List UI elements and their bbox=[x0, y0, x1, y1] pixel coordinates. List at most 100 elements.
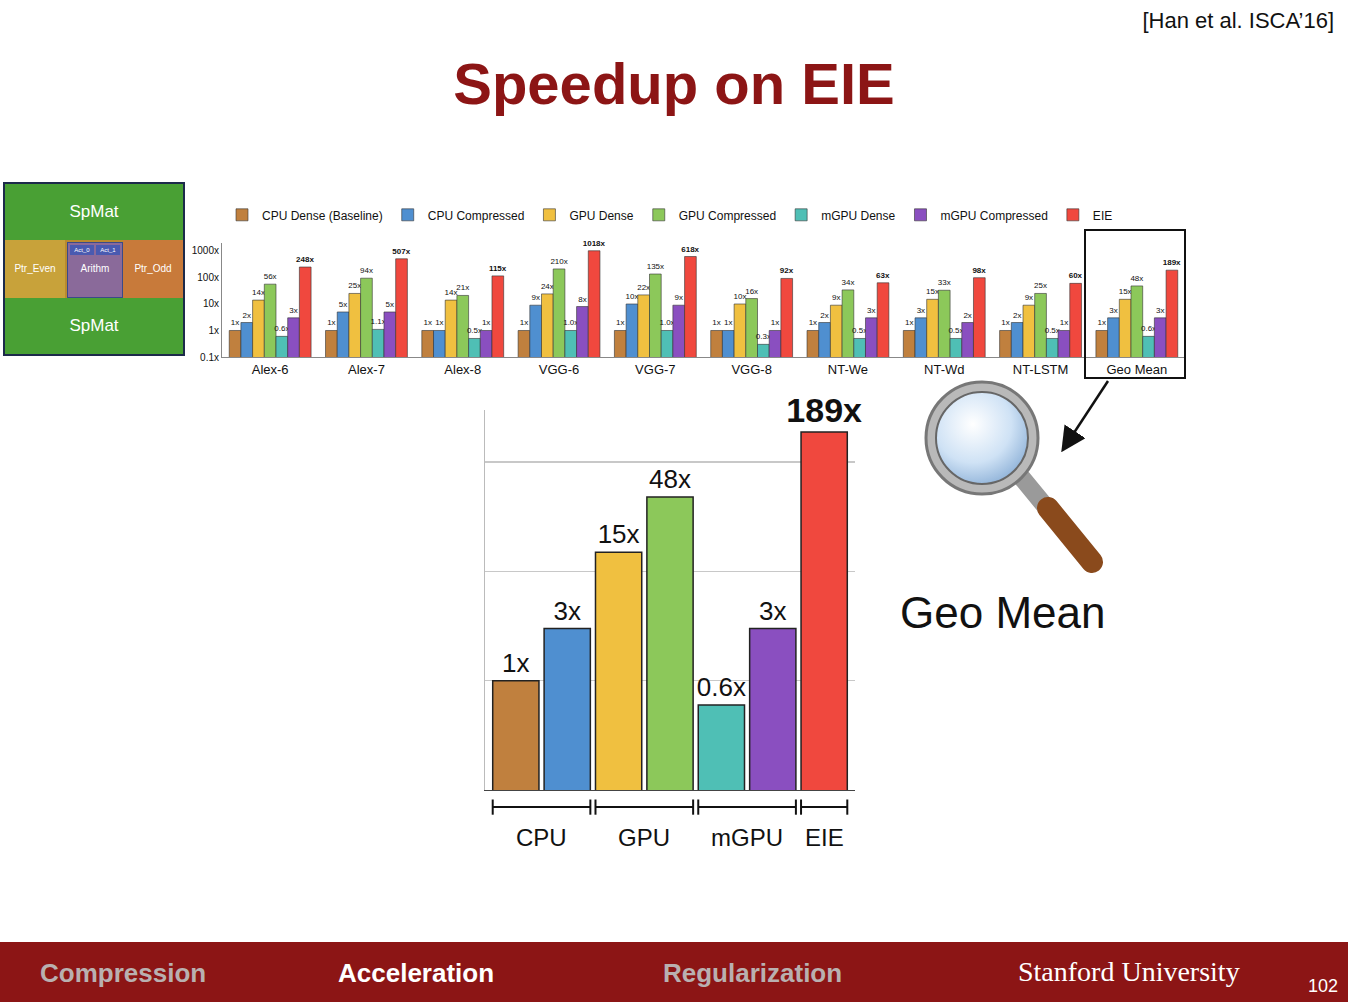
svg-text:1x: 1x bbox=[712, 318, 720, 327]
svg-text:135x: 135x bbox=[647, 262, 664, 271]
svg-text:1x: 1x bbox=[1001, 318, 1009, 327]
svg-text:1x: 1x bbox=[809, 318, 817, 327]
svg-text:1x: 1x bbox=[482, 318, 490, 327]
svg-text:56x: 56x bbox=[264, 272, 277, 281]
svg-text:1x: 1x bbox=[435, 318, 443, 327]
svg-text:115x: 115x bbox=[489, 264, 507, 273]
svg-text:0.3x: 0.3x bbox=[756, 332, 771, 341]
svg-text:15x: 15x bbox=[1119, 287, 1132, 296]
svg-text:10x: 10x bbox=[626, 292, 639, 301]
svg-text:507x: 507x bbox=[392, 247, 410, 256]
svg-text:1x: 1x bbox=[905, 318, 913, 327]
svg-text:CPU: CPU bbox=[516, 824, 567, 851]
svg-text:0.5x: 0.5x bbox=[1045, 326, 1060, 335]
svg-text:NT-We: NT-We bbox=[828, 362, 868, 377]
svg-text:NT-Wd: NT-Wd bbox=[924, 362, 964, 377]
svg-text:1.0x: 1.0x bbox=[563, 318, 578, 327]
svg-text:15x: 15x bbox=[598, 519, 640, 549]
svg-text:8x: 8x bbox=[578, 295, 586, 304]
svg-text:mGPU Compressed: mGPU Compressed bbox=[940, 209, 1047, 223]
svg-text:48x: 48x bbox=[1130, 274, 1143, 283]
svg-text:CPU Compressed: CPU Compressed bbox=[428, 209, 525, 223]
svg-text:0.1x: 0.1x bbox=[200, 352, 219, 363]
svg-text:EIE: EIE bbox=[1093, 209, 1112, 223]
svg-text:VGG-7: VGG-7 bbox=[635, 362, 675, 377]
svg-text:9x: 9x bbox=[832, 293, 840, 302]
svg-text:0.5x: 0.5x bbox=[852, 326, 867, 335]
svg-text:33x: 33x bbox=[938, 278, 951, 287]
svg-text:1x: 1x bbox=[208, 325, 219, 336]
svg-text:25x: 25x bbox=[348, 281, 361, 290]
svg-text:60x: 60x bbox=[1069, 271, 1083, 280]
svg-text:1x: 1x bbox=[502, 648, 529, 678]
svg-text:3x: 3x bbox=[1156, 306, 1164, 315]
svg-text:0.5x: 0.5x bbox=[467, 326, 482, 335]
svg-text:1x: 1x bbox=[327, 318, 335, 327]
svg-text:9x: 9x bbox=[675, 293, 683, 302]
svg-text:189x: 189x bbox=[786, 391, 862, 429]
svg-text:mGPU: mGPU bbox=[711, 824, 783, 851]
svg-text:0.6x: 0.6x bbox=[274, 324, 289, 333]
svg-text:CPU Dense (Baseline): CPU Dense (Baseline) bbox=[262, 209, 383, 223]
svg-text:3x: 3x bbox=[289, 306, 297, 315]
svg-text:1x: 1x bbox=[616, 318, 624, 327]
svg-text:100x: 100x bbox=[197, 272, 219, 283]
svg-text:Alex-7: Alex-7 bbox=[348, 362, 385, 377]
svg-text:GPU Compressed: GPU Compressed bbox=[679, 209, 776, 223]
svg-text:2x: 2x bbox=[243, 311, 251, 320]
svg-text:3x: 3x bbox=[867, 306, 875, 315]
svg-text:210x: 210x bbox=[550, 257, 567, 266]
svg-text:22x: 22x bbox=[637, 283, 650, 292]
svg-text:25x: 25x bbox=[1034, 281, 1047, 290]
svg-text:Geo Mean: Geo Mean bbox=[1106, 362, 1167, 377]
svg-text:94x: 94x bbox=[360, 266, 373, 275]
svg-text:0.5x: 0.5x bbox=[948, 326, 963, 335]
svg-text:1x: 1x bbox=[423, 318, 431, 327]
svg-text:3x: 3x bbox=[553, 596, 580, 626]
svg-text:9x: 9x bbox=[1025, 293, 1033, 302]
svg-text:9x: 9x bbox=[531, 293, 539, 302]
svg-text:24x: 24x bbox=[541, 282, 554, 291]
svg-text:1x: 1x bbox=[771, 318, 779, 327]
svg-text:NT-LSTM: NT-LSTM bbox=[1013, 362, 1069, 377]
svg-text:98x: 98x bbox=[972, 266, 986, 275]
svg-text:1x: 1x bbox=[1060, 318, 1068, 327]
svg-text:0.6x: 0.6x bbox=[697, 672, 746, 702]
svg-text:GPU: GPU bbox=[618, 824, 670, 851]
svg-text:2x: 2x bbox=[820, 311, 828, 320]
svg-text:3x: 3x bbox=[759, 596, 786, 626]
svg-text:0.6x: 0.6x bbox=[1141, 324, 1156, 333]
svg-text:1x: 1x bbox=[724, 318, 732, 327]
svg-text:189x: 189x bbox=[1163, 258, 1181, 267]
svg-text:618x: 618x bbox=[681, 245, 699, 254]
svg-text:16x: 16x bbox=[745, 287, 758, 296]
svg-text:1.0x: 1.0x bbox=[659, 318, 674, 327]
svg-text:1x: 1x bbox=[231, 318, 239, 327]
svg-text:10x: 10x bbox=[734, 292, 747, 301]
svg-text:1000x: 1000x bbox=[192, 245, 219, 256]
svg-text:15x: 15x bbox=[926, 287, 939, 296]
svg-text:2x: 2x bbox=[963, 311, 971, 320]
svg-text:248x: 248x bbox=[296, 255, 314, 264]
svg-text:21x: 21x bbox=[456, 283, 469, 292]
svg-text:63x: 63x bbox=[876, 271, 890, 280]
svg-text:1x: 1x bbox=[520, 318, 528, 327]
svg-text:5x: 5x bbox=[339, 300, 347, 309]
svg-text:3x: 3x bbox=[917, 306, 925, 315]
svg-text:48x: 48x bbox=[649, 464, 691, 494]
svg-text:5x: 5x bbox=[386, 300, 394, 309]
svg-text:3x: 3x bbox=[1109, 306, 1117, 315]
svg-text:14x: 14x bbox=[252, 288, 265, 297]
svg-text:14x: 14x bbox=[445, 288, 458, 297]
svg-text:1018x: 1018x bbox=[583, 239, 606, 248]
svg-text:2x: 2x bbox=[1013, 311, 1021, 320]
svg-text:GPU Dense: GPU Dense bbox=[569, 209, 633, 223]
svg-text:VGG-8: VGG-8 bbox=[731, 362, 771, 377]
svg-text:mGPU Dense: mGPU Dense bbox=[821, 209, 895, 223]
svg-text:Alex-6: Alex-6 bbox=[252, 362, 289, 377]
svg-text:Alex-8: Alex-8 bbox=[444, 362, 481, 377]
svg-text:92x: 92x bbox=[780, 266, 794, 275]
svg-text:34x: 34x bbox=[841, 278, 854, 287]
svg-text:VGG-6: VGG-6 bbox=[539, 362, 579, 377]
svg-text:EIE: EIE bbox=[805, 824, 844, 851]
